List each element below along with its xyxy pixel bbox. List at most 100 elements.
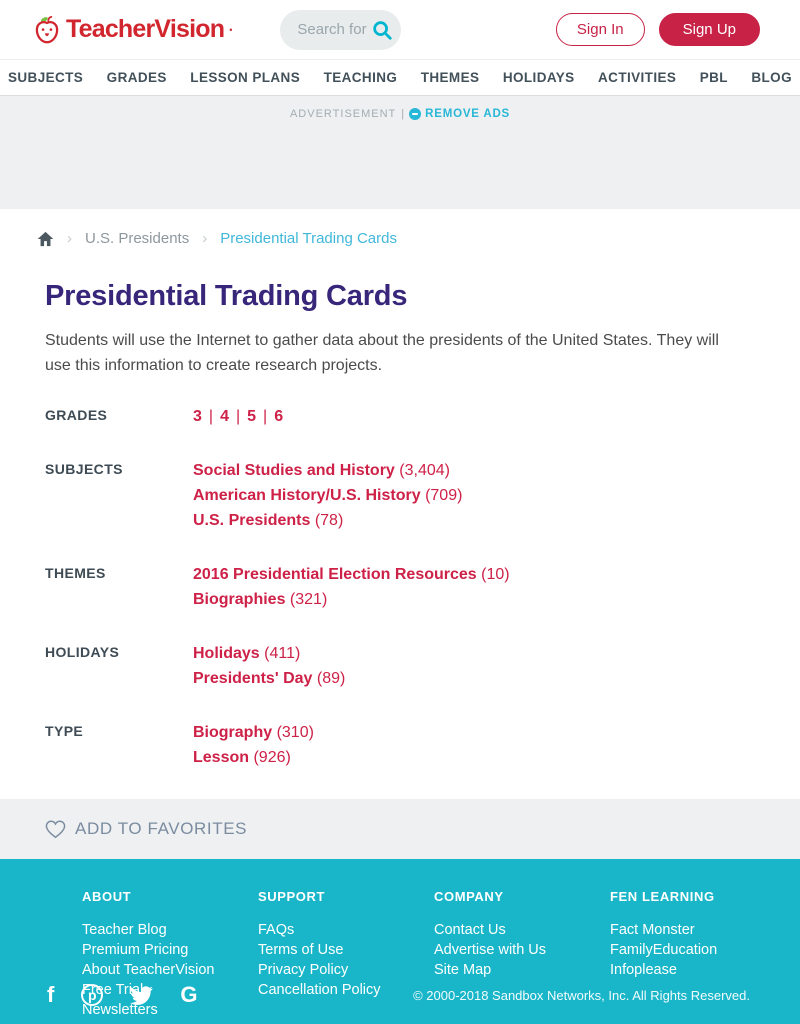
- nav-item-activities[interactable]: ACTIVITIES: [598, 70, 677, 85]
- footer-columns: ABOUT Teacher Blog Premium Pricing About Te…: [82, 889, 800, 1020]
- meta-count: (926): [249, 749, 291, 766]
- teachervision-logo[interactable]: TeacherVision •: [33, 15, 232, 45]
- search-input[interactable]: [297, 21, 370, 38]
- footer-heading: COMPANY: [434, 889, 504, 904]
- nav-item-holidays[interactable]: HOLIDAYS: [502, 70, 575, 85]
- meta-count: (3,404): [394, 462, 450, 479]
- footer-link[interactable]: About TeacherVision: [82, 962, 215, 978]
- meta-label: SUBJECTS: [45, 461, 123, 477]
- footer-link[interactable]: Advertise with Us: [434, 942, 547, 958]
- page-title: Presidential Trading Cards: [45, 280, 408, 312]
- pipe-separator: |: [263, 408, 268, 425]
- footer-heading: FEN LEARNING: [610, 889, 715, 904]
- page-description: Students will use the Internet to gather…: [45, 332, 719, 374]
- footer-heading: SUPPORT: [258, 889, 326, 904]
- meta-link[interactable]: 2016 Presidential Election Resources: [193, 566, 477, 583]
- meta-row-holidays: HOLIDAYS Holidays (411) Presidents' Day (8…: [45, 641, 740, 691]
- footer: ABOUT Teacher Blog Premium Pricing About Te…: [0, 859, 800, 1024]
- sign-up-button[interactable]: Sign Up: [658, 13, 760, 46]
- search-button[interactable]: [371, 19, 393, 41]
- footer-column-fen-learning: FEN LEARNING Fact Monster FamilyEducation I…: [610, 889, 786, 1020]
- meta-row-grades: GRADES 3 | 4 | 5 | 6: [45, 404, 740, 429]
- meta-label: THEMES: [45, 565, 106, 581]
- footer-link[interactable]: FAQs: [258, 922, 295, 938]
- meta-link[interactable]: Holidays: [193, 645, 260, 662]
- ad-separator: |: [401, 108, 405, 120]
- footer-column-company: COMPANY Contact Us Advertise with Us Site M…: [434, 889, 610, 1020]
- meta-line: U.S. Presidents (78): [193, 508, 462, 533]
- breadcrumb: › U.S. Presidents › Presidential Trading…: [0, 209, 800, 247]
- footer-link[interactable]: Site Map: [434, 962, 492, 978]
- nav-item-grades[interactable]: GRADES: [106, 70, 167, 85]
- breadcrumb-separator-icon: ›: [202, 230, 208, 247]
- heart-icon: [45, 820, 66, 839]
- meta-link[interactable]: 3: [193, 408, 202, 425]
- breadcrumb-current-link[interactable]: Presidential Trading Cards: [220, 230, 397, 247]
- footer-link[interactable]: Privacy Policy: [258, 962, 349, 978]
- favorites-strip: ADD TO FAVORITES: [0, 799, 800, 859]
- sign-in-button[interactable]: Sign In: [555, 13, 645, 46]
- nav-item-pbl[interactable]: PBL: [699, 70, 728, 85]
- footer-column-support: SUPPORT FAQs Terms of Use Privacy Policy Can…: [258, 889, 434, 1020]
- footer-link[interactable]: Newsletters: [82, 1002, 158, 1018]
- meta-count: (709): [420, 487, 463, 504]
- footer-link[interactable]: Infoplease: [610, 962, 677, 978]
- meta-link[interactable]: American History/U.S. History: [193, 487, 421, 504]
- add-to-favorites-label: ADD TO FAVORITES: [75, 819, 248, 838]
- twitter-icon[interactable]: [130, 985, 154, 1005]
- footer-heading: ABOUT: [82, 889, 132, 904]
- meta-line: Social Studies and History (3,404): [193, 458, 462, 483]
- search-bar[interactable]: [280, 9, 402, 50]
- nav-item-blog[interactable]: BLOG: [751, 70, 792, 85]
- meta-label: GRADES: [45, 407, 108, 423]
- meta-line: Presidents' Day (89): [193, 666, 345, 691]
- footer-link[interactable]: FamilyEducation: [610, 942, 718, 958]
- meta-link[interactable]: 6: [274, 408, 284, 425]
- header: TeacherVision • Sign In Sign Up: [0, 0, 800, 60]
- breadcrumb-separator-icon: ›: [67, 230, 72, 247]
- nav-item-teaching[interactable]: TEACHING: [323, 70, 398, 85]
- meta-row-themes: THEMES 2016 Presidential Election Resourc…: [45, 562, 740, 612]
- footer-link[interactable]: Fact Monster: [610, 922, 695, 938]
- remove-ads-link[interactable]: REMOVE ADS: [409, 108, 510, 120]
- footer-link[interactable]: Contact Us: [434, 922, 506, 938]
- footer-link[interactable]: Teacher Blog: [82, 922, 167, 938]
- footer-link[interactable]: Cancellation Policy: [258, 982, 381, 998]
- advertisement-label: ADVERTISEMENT: [289, 108, 397, 120]
- breadcrumb-parent-link[interactable]: U.S. Presidents: [85, 230, 190, 247]
- add-to-favorites-button[interactable]: ADD TO FAVORITES: [45, 819, 247, 839]
- meta-row-type: TYPE Biography (310) Lesson (926): [45, 720, 740, 770]
- meta-link[interactable]: 5: [247, 408, 257, 425]
- nav-item-subjects[interactable]: SUBJECTS: [8, 70, 84, 85]
- meta-link[interactable]: U.S. Presidents: [193, 512, 311, 529]
- nav-item-themes[interactable]: THEMES: [420, 70, 480, 85]
- logo-wordmark: TeacherVision: [66, 15, 225, 43]
- meta-link[interactable]: Biography: [193, 724, 273, 741]
- meta-list: GRADES 3 | 4 | 5 | 6 SUBJECTS Social Studies and …: [45, 404, 740, 770]
- meta-count: (10): [476, 566, 510, 583]
- meta-link[interactable]: Biographies: [193, 591, 286, 608]
- main-content: Presidential Trading Cards Students will…: [0, 247, 800, 799]
- meta-count: (321): [285, 591, 328, 608]
- meta-line: 2016 Presidential Election Resources (10…: [193, 562, 510, 587]
- advertisement-area: ADVERTISEMENT | REMOVE ADS: [0, 96, 800, 209]
- meta-link[interactable]: Social Studies and History: [193, 462, 395, 479]
- meta-link[interactable]: 4: [220, 408, 229, 425]
- copyright-text: © 2000-2018 Sandbox Networks, Inc. All R…: [413, 987, 750, 1003]
- facebook-icon[interactable]: f: [47, 982, 55, 1007]
- meta-link[interactable]: Presidents' Day: [193, 670, 313, 687]
- meta-values: Biography (310) Lesson (926): [193, 720, 314, 770]
- footer-link[interactable]: Terms of Use: [258, 942, 344, 958]
- meta-line: Biography (310): [193, 720, 314, 745]
- meta-values: 3 | 4 | 5 | 6: [193, 404, 283, 429]
- meta-line: Holidays (411): [193, 641, 345, 666]
- footer-link[interactable]: Premium Pricing: [82, 942, 189, 958]
- meta-count: (411): [259, 645, 301, 662]
- meta-link[interactable]: Lesson: [193, 749, 250, 766]
- breadcrumb-home-link[interactable]: [37, 231, 54, 247]
- google-icon[interactable]: G: [180, 982, 198, 1007]
- pinterest-icon[interactable]: p: [81, 984, 104, 1006]
- meta-label: HOLIDAYS: [45, 644, 120, 660]
- meta-count: (78): [310, 512, 344, 529]
- nav-item-lesson-plans[interactable]: LESSON PLANS: [190, 70, 301, 85]
